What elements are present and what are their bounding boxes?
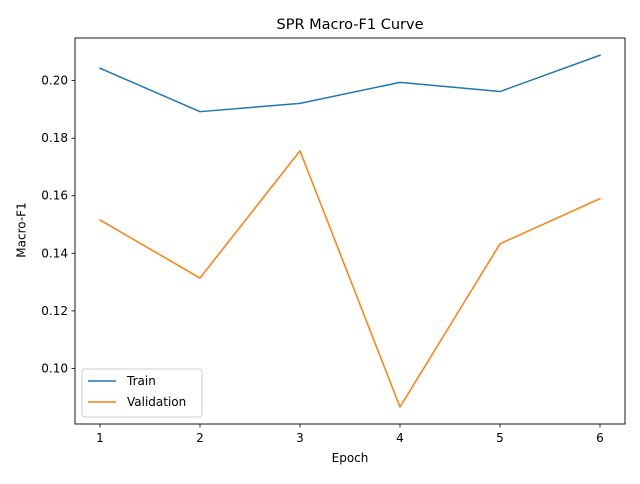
x-tick-label: 6 [596, 431, 604, 445]
y-axis-label: Macro-F1 [15, 202, 29, 257]
y-tick-label: 0.12 [41, 304, 68, 318]
y-tick-label: 0.16 [41, 189, 68, 203]
legend: Train Validation [81, 368, 203, 418]
x-tick-label: 3 [296, 431, 304, 445]
chart-title: SPR Macro-F1 Curve [277, 17, 424, 33]
series-line-validation [98, 150, 601, 408]
series-line-train [99, 54, 601, 113]
x-tick-label: 5 [496, 431, 504, 445]
y-tick-label: 0.18 [41, 131, 68, 145]
plot-frame [74, 37, 626, 425]
legend-label-validation: Validation [127, 395, 186, 409]
x-tick-label: 2 [196, 431, 204, 445]
x-tick-label: 1 [96, 431, 104, 445]
x-tick-label: 4 [396, 431, 404, 445]
y-tick-label: 0.20 [41, 74, 68, 88]
y-axis-ticks: 0.10 0.12 0.14 0.16 0.18 0.20 [41, 74, 75, 375]
x-axis-label: Epoch [332, 451, 369, 465]
plot-series [98, 54, 601, 408]
x-axis-ticks: 1 2 3 4 5 6 [96, 424, 604, 445]
y-tick-label: 0.10 [41, 361, 68, 375]
y-tick-label: 0.14 [41, 246, 68, 260]
legend-label-train: Train [126, 374, 156, 388]
